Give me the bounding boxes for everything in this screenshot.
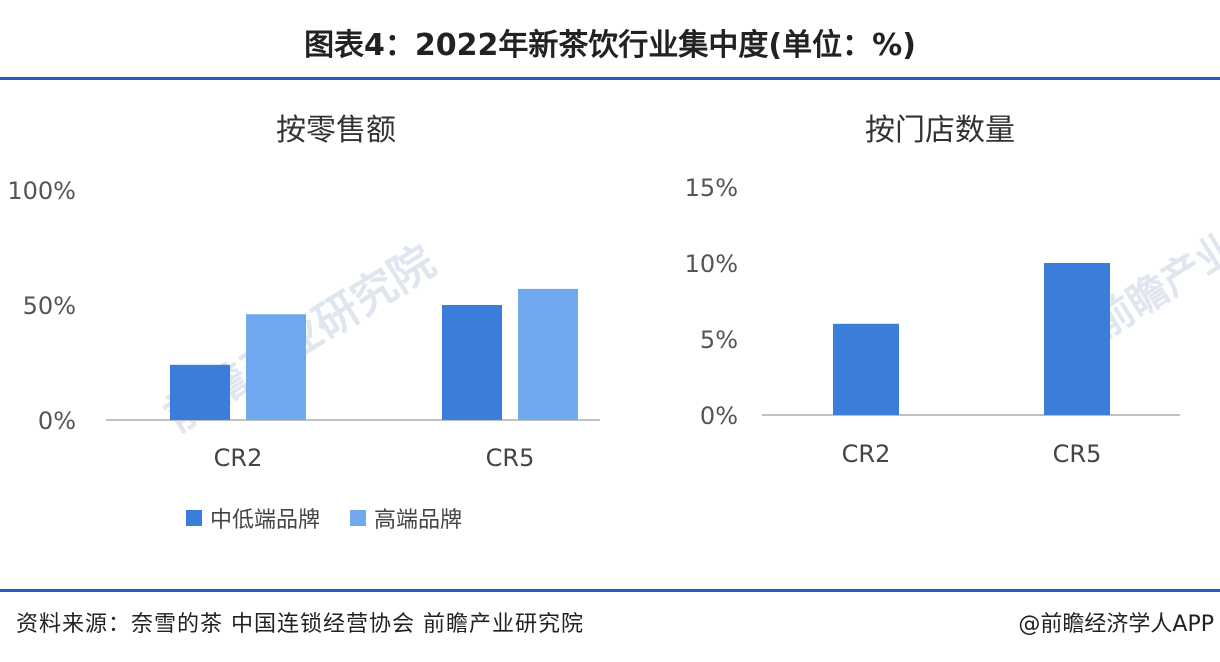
legend-item-high: 高端品牌 [350, 502, 462, 534]
title-divider [0, 77, 1220, 80]
retail-bar-cr5-s2 [518, 288, 578, 420]
chart-store-count: 按门店数量 0% 5% 10% 15% CR2 CR5 [685, 113, 1180, 468]
footer-divider [0, 589, 1220, 592]
credit-note: @前瞻经济学人APP [1018, 612, 1214, 637]
legend-label-high: 高端品牌 [374, 508, 463, 533]
legend-swatch-high [350, 510, 367, 526]
page-title: 图表4：2022年新茶饮行业集中度(单位：%) [304, 28, 916, 63]
retail-chart-title: 按零售额 [276, 113, 396, 148]
retail-y-tick-label: 100% [7, 177, 76, 205]
stores-y-tick-label: 0% [700, 402, 738, 430]
stores-y-tick-label: 10% [685, 250, 738, 278]
chart-legend: 中低端品牌 高端品牌 [186, 502, 492, 534]
retail-x-tick-label: CR2 [214, 444, 263, 472]
retail-x-tick-label: CR5 [486, 444, 535, 472]
stores-x-tick-label: CR5 [1053, 440, 1102, 468]
retail-bar-cr5-s1 [442, 305, 502, 420]
stores-x-tick-label: CR2 [842, 440, 891, 468]
stores-y-tick-label: 15% [685, 174, 738, 202]
stores-chart-title: 按门店数量 [865, 113, 1015, 148]
legend-item-low: 中低端品牌 [186, 502, 320, 534]
retail-bar-cr2-s2 [246, 314, 306, 420]
stores-bar-cr5-s1 [1044, 263, 1110, 415]
stores-y-tick-label: 5% [700, 326, 738, 354]
source-note: 资料来源：奈雪的茶 中国连锁经营协会 前瞻产业研究院 [16, 612, 584, 637]
stores-bar-cr2-s1 [833, 323, 899, 415]
legend-swatch-low [186, 510, 202, 526]
legend-label-low: 中低端品牌 [210, 508, 321, 533]
retail-bar-cr2-s1 [170, 364, 230, 420]
chart-retail-sales: 按零售额 0% 50% 100% CR2 CR5 [7, 113, 600, 472]
retail-y-tick-label: 50% [23, 292, 76, 320]
retail-y-tick-label: 0% [38, 407, 76, 435]
